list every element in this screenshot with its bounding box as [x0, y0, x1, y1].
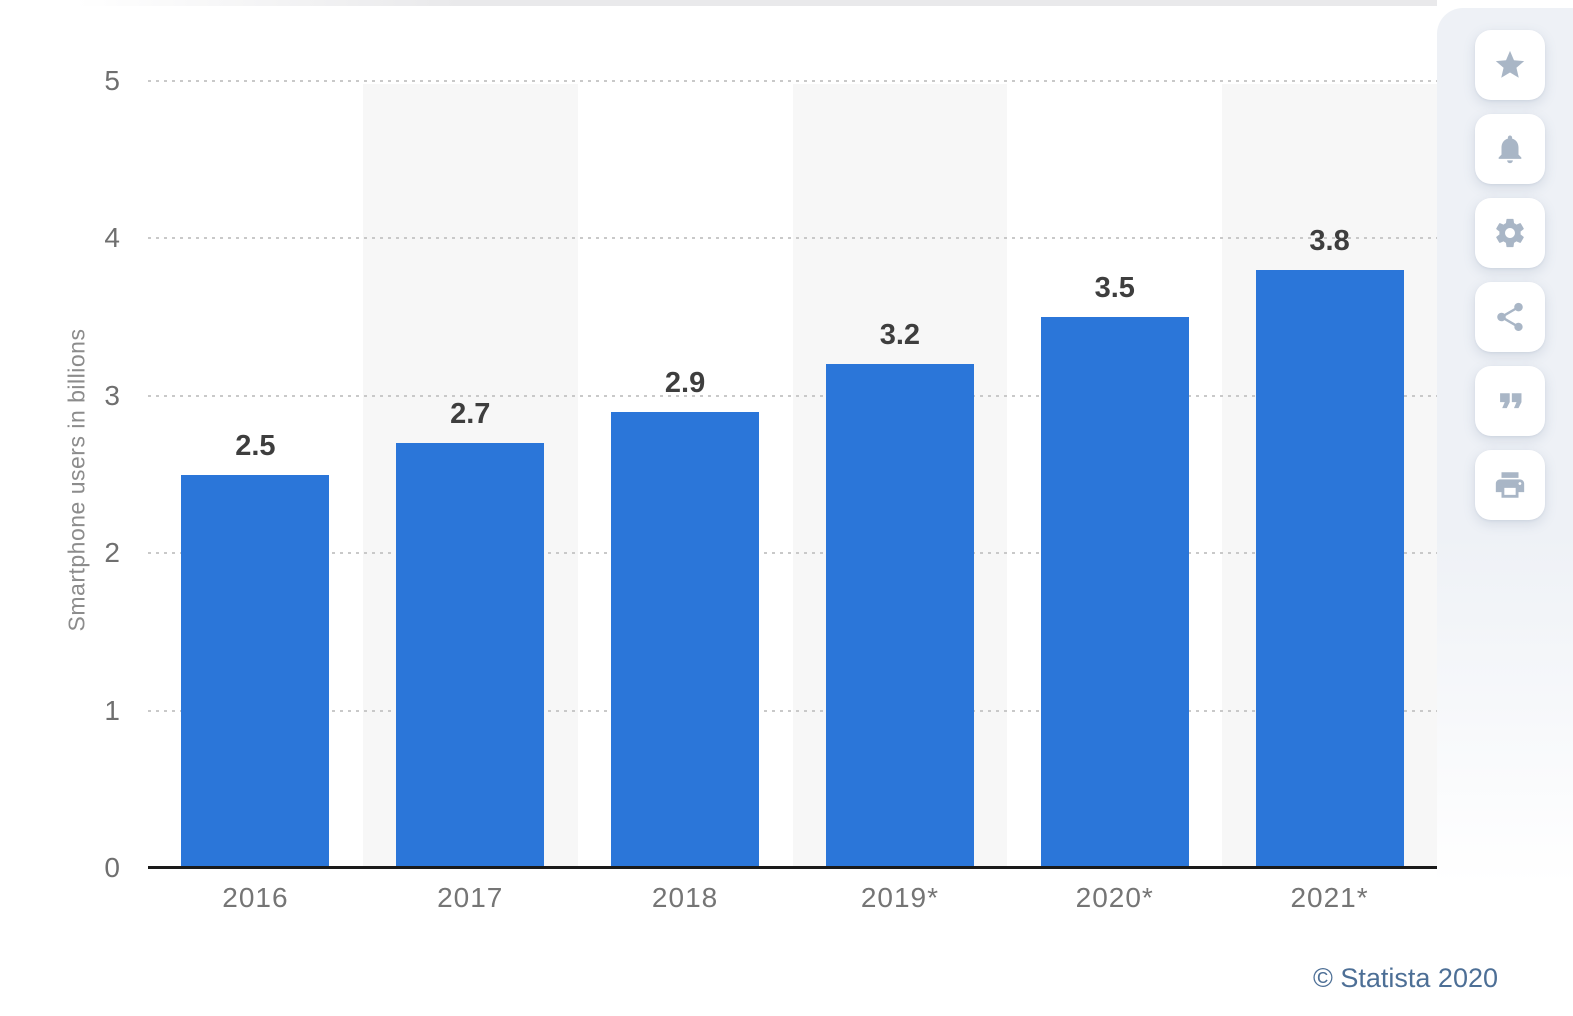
notifications-button[interactable] — [1475, 114, 1545, 184]
quote-icon — [1500, 393, 1522, 409]
bar[interactable] — [611, 411, 760, 868]
bar-value-label: 2.9 — [664, 366, 706, 399]
gridline — [148, 80, 1437, 82]
x-axis-tick-label: 2016 — [222, 882, 289, 913]
share-button[interactable] — [1475, 282, 1545, 352]
bar-value-label: 2.5 — [235, 429, 276, 462]
y-axis-tick-label: 1 — [104, 694, 120, 726]
x-axis-tick-label: 2020* — [1075, 882, 1154, 913]
y-axis-tick-label: 2 — [104, 537, 120, 569]
bar-value-label: 2.7 — [450, 398, 491, 431]
copyright-credit: © Statista 2020 — [1312, 963, 1498, 993]
print-button[interactable] — [1475, 450, 1545, 520]
bar[interactable] — [825, 364, 974, 868]
bar-value-label: 3.2 — [879, 319, 921, 352]
star-icon — [1495, 50, 1525, 78]
favorite-button[interactable] — [1475, 30, 1545, 100]
settings-button[interactable] — [1475, 198, 1545, 268]
share-icon — [1497, 302, 1523, 332]
bar-value-label: 3.8 — [1309, 224, 1350, 257]
print-icon — [1495, 472, 1525, 498]
y-axis-tick-label: 5 — [104, 65, 120, 96]
x-axis-line — [148, 866, 1437, 869]
bell-icon — [1498, 135, 1522, 164]
y-axis-tick-label: 4 — [104, 222, 120, 254]
cite-button[interactable] — [1475, 366, 1545, 436]
bar[interactable] — [1040, 317, 1189, 868]
gear-icon — [1496, 218, 1524, 248]
bar[interactable] — [1255, 269, 1404, 868]
y-axis-title: Smartphone users in billions — [63, 328, 90, 632]
x-axis-tick-label: 2017 — [437, 882, 504, 913]
y-axis-tick-label: 3 — [104, 379, 120, 411]
y-axis-tick-label: 0 — [104, 852, 120, 883]
bar[interactable] — [396, 443, 545, 868]
gridline — [148, 552, 1437, 555]
bar-value-label: 3.5 — [1094, 272, 1135, 305]
x-axis-tick-label: 2018 — [651, 882, 719, 913]
bar[interactable] — [181, 474, 330, 868]
gridline — [148, 394, 1437, 397]
top-border — [76, 0, 1437, 6]
x-axis-tick-label: 2019* — [860, 882, 939, 913]
x-axis-tick-label: 2021* — [1290, 882, 1369, 913]
gridline — [148, 237, 1437, 240]
gridline — [148, 709, 1437, 712]
